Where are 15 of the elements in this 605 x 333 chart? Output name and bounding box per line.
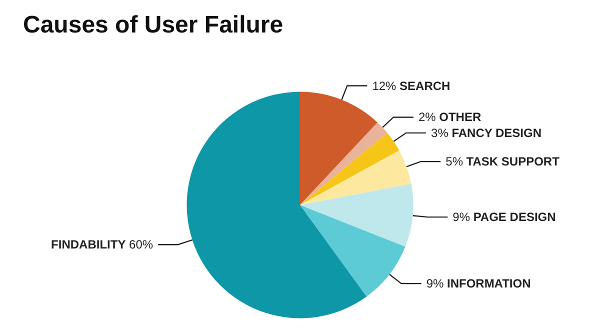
slice-label: SEARCH [400,78,450,93]
data-label: 9% [452,210,470,224]
slice-label: OTHER [439,110,482,124]
data-label: 5% [446,154,464,169]
slice-label: TASK SUPPORT [466,154,560,169]
data-label: 2% [418,110,436,124]
chart-title: Causes of User Failure [23,12,284,38]
data-label: 9% [426,276,444,291]
data-label: 60% [129,238,154,252]
data-label: 3% [431,126,449,140]
slice-label: FINDABILITY [51,238,126,252]
slice-label: INFORMATION [446,276,531,291]
slice-label: PAGE DESIGN [473,210,556,224]
data-label: 12% [372,78,397,93]
slice-label: FANCY DESIGN [452,126,542,140]
